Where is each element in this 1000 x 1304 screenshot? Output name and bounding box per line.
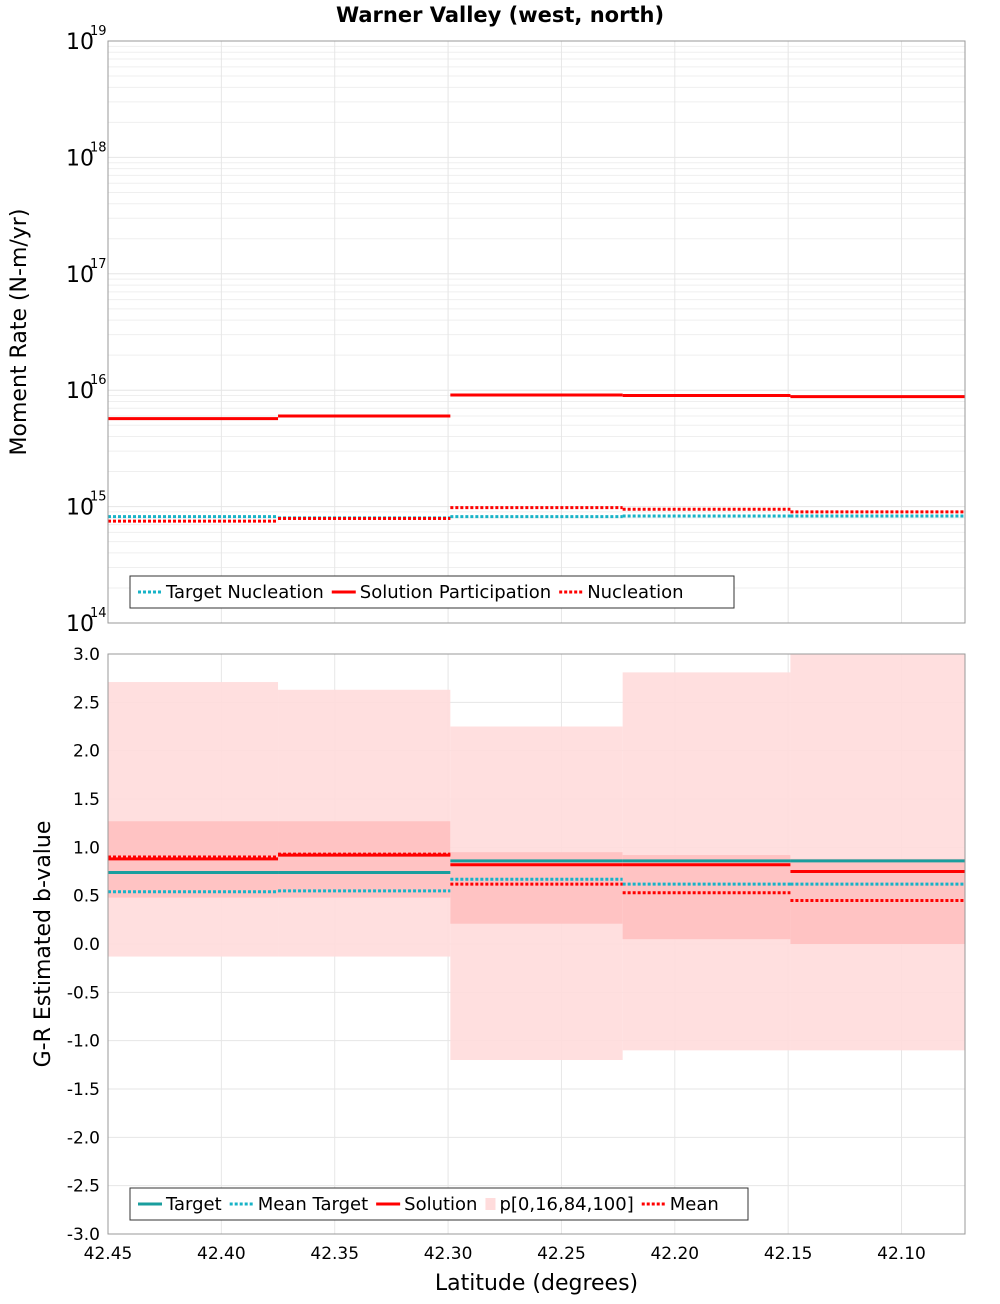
- y-tick-base: 10: [66, 30, 94, 55]
- legend-entry: Mean: [670, 1194, 719, 1215]
- y-tick-base: 10: [66, 146, 94, 171]
- band-p16-p84: [278, 821, 451, 898]
- y-tick-base: 10: [66, 263, 94, 288]
- legend-swatch: [485, 1198, 496, 1210]
- legend-entry: Target Nucleation: [165, 582, 324, 603]
- legend-box: [129, 1187, 749, 1221]
- y-tick-label: 1.5: [73, 790, 100, 810]
- legend-entry: Target: [165, 1194, 222, 1215]
- legend-entry: Solution Participation: [360, 582, 551, 603]
- legend-box: [129, 575, 735, 609]
- y-axis-label-top: Moment Rate (N-m/yr): [7, 209, 32, 456]
- y-tick-label: -1.0: [67, 1032, 100, 1052]
- y-tick-label: 0.5: [73, 887, 100, 907]
- y-tick-base: 10: [66, 379, 94, 404]
- x-tick-label: 42.10: [877, 1244, 926, 1264]
- legend-entry: p[0,16,84,100]: [499, 1194, 633, 1215]
- y-tick-label: -2.0: [67, 1128, 100, 1148]
- legend-entry: Solution: [404, 1194, 477, 1215]
- band-p0-p100: [790, 654, 965, 1051]
- legend-entry: Nucleation: [587, 582, 683, 603]
- plot-area-top: [108, 41, 965, 623]
- y-tick-exponent: 16: [90, 373, 107, 388]
- y-tick-label: 2.5: [73, 693, 100, 713]
- y-tick-label: -0.5: [67, 983, 100, 1003]
- y-tick-base: 10: [66, 496, 94, 521]
- x-tick-label: 42.15: [764, 1244, 813, 1264]
- x-tick-label: 42.45: [84, 1244, 133, 1264]
- y-tick-exponent: 17: [90, 257, 107, 272]
- x-tick-label: 42.40: [197, 1244, 246, 1264]
- band-p0-p100: [108, 682, 279, 957]
- y-tick-label: 2.0: [73, 742, 100, 762]
- x-tick-label: 42.35: [310, 1244, 359, 1264]
- legend-entry: Mean Target: [258, 1194, 368, 1215]
- y-tick-label: -2.5: [67, 1177, 100, 1197]
- y-tick-label: 1.0: [73, 838, 100, 858]
- y-axis-label-bottom: G-R Estimated b-value: [31, 821, 56, 1068]
- plot-frame-bottom: [107, 653, 966, 1235]
- y-tick-exponent: 14: [90, 606, 107, 621]
- plot-frame-top: [107, 40, 966, 624]
- y-tick-exponent: 18: [90, 140, 107, 155]
- x-tick-label: 42.25: [537, 1244, 586, 1264]
- y-tick-exponent: 15: [90, 490, 107, 505]
- x-axis-label: Latitude (degrees): [435, 1271, 638, 1296]
- x-tick-label: 42.30: [424, 1244, 473, 1264]
- x-tick-label: 42.20: [650, 1244, 699, 1264]
- y-tick-base: 10: [66, 612, 94, 637]
- y-tick-exponent: 19: [90, 24, 107, 39]
- y-tick-label: -1.5: [67, 1080, 100, 1100]
- band-p16-p84: [622, 855, 791, 940]
- y-tick-label: 0.0: [73, 935, 100, 955]
- y-tick-label: 3.0: [73, 645, 100, 665]
- y-tick-label: -3.0: [67, 1225, 100, 1245]
- chart-title: Warner Valley (west, north): [336, 3, 664, 27]
- b-value-plot: -3.0 -2.5 -2.0 -1.5 -1.0 -0.5 0.0 0.5 1.0 1.5 2.0 2…: [31, 645, 966, 1296]
- band-p16-p84: [450, 852, 623, 924]
